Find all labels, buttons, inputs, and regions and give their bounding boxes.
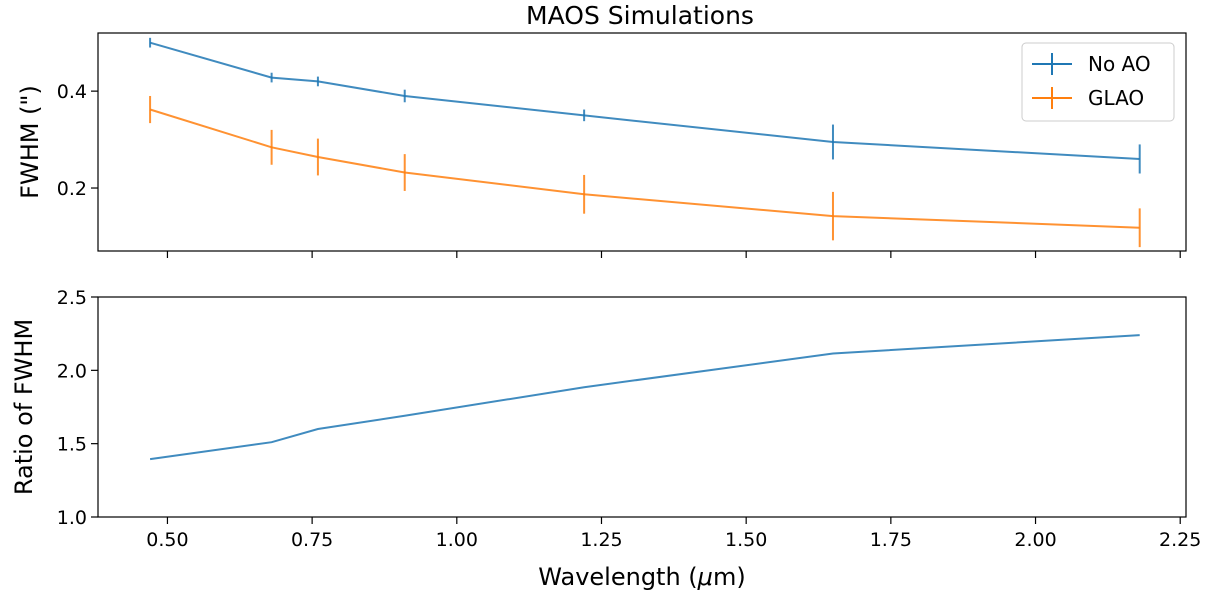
bottom-series-line-ratio bbox=[149, 334, 1140, 461]
top-y-tick-label: 0.2 bbox=[57, 178, 87, 200]
legend-label-glao: GLAO bbox=[1088, 86, 1144, 110]
bottom-x-tick-label: 1.25 bbox=[580, 529, 622, 551]
x-axis-label: Wavelength (μm) bbox=[538, 563, 745, 591]
x-axis-label-mu: μ bbox=[697, 563, 713, 591]
bottom-y-tick-label: 2.5 bbox=[57, 287, 87, 309]
bottom-x-tick-label: 1.75 bbox=[870, 529, 912, 551]
bottom-y-tick-label: 1.0 bbox=[57, 507, 87, 529]
chart-title: MAOS Simulations bbox=[526, 1, 754, 30]
bottom-y-tick-label: 1.5 bbox=[57, 434, 87, 456]
bottom-x-tick-label: 2.25 bbox=[1159, 529, 1201, 551]
bottom-x-tick-label: 2.00 bbox=[1014, 529, 1056, 551]
legend-box bbox=[1021, 42, 1175, 122]
bottom-axes-frame bbox=[97, 296, 1187, 518]
top-axes-frame bbox=[97, 32, 1187, 252]
bottom-x-tick-label: 1.50 bbox=[725, 529, 767, 551]
top-y-tick-label: 0.4 bbox=[57, 81, 87, 103]
top-y-axis-label: FWHM (") bbox=[16, 85, 44, 199]
top-series-line-glao bbox=[149, 108, 1140, 229]
bottom-x-tick-label: 0.50 bbox=[146, 529, 188, 551]
x-axis-label-text: Wavelength ( bbox=[538, 563, 697, 591]
legend-label-no-ao: No AO bbox=[1088, 52, 1151, 76]
bottom-x-tick-label: 1.00 bbox=[436, 529, 478, 551]
bottom-x-tick-label: 0.75 bbox=[291, 529, 333, 551]
bottom-panel-ratio: Ratio of FWHM 0.50 0.75 1.00 1.25 1.50 1.75 2.… bbox=[10, 287, 1201, 551]
bottom-y-tick-label: 2.0 bbox=[57, 360, 87, 382]
bottom-y-axis-label: Ratio of FWHM bbox=[10, 319, 38, 495]
x-axis-label-unit: m) bbox=[713, 563, 746, 591]
top-series-line-no-ao bbox=[149, 41, 1140, 160]
top-panel-fwhm: FWHM (") 0.2 0.4 No AO GLAO bbox=[16, 32, 1187, 258]
